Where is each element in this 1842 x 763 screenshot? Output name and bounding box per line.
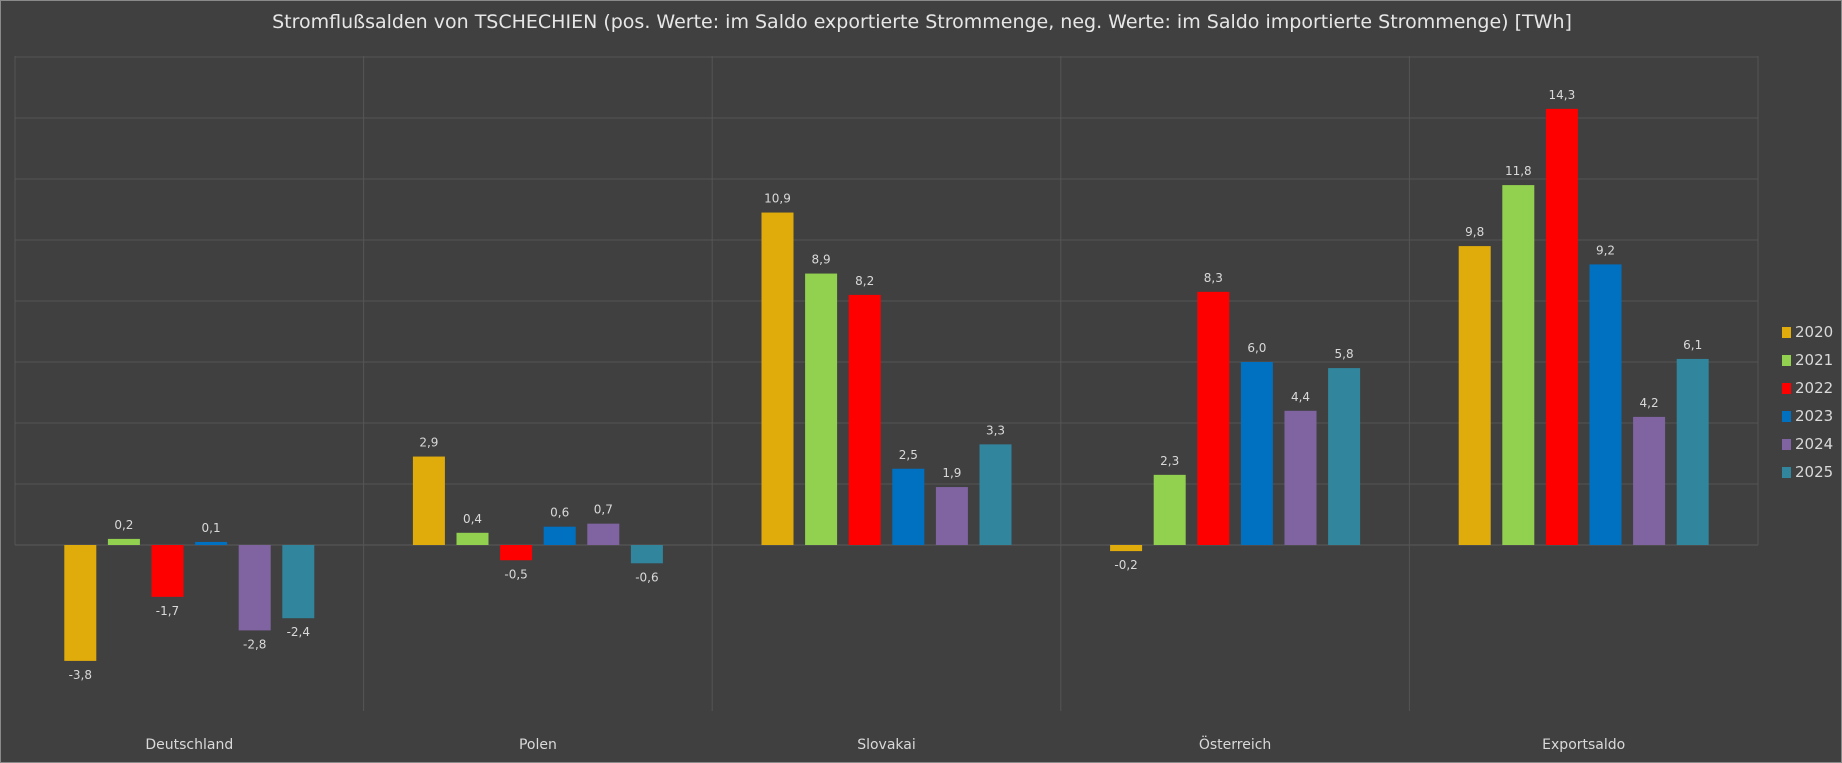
data-label: 2,5 bbox=[899, 448, 918, 462]
bar-polen-2021 bbox=[456, 532, 489, 545]
bar-deutschland-2024 bbox=[238, 545, 271, 631]
legend-label: 2022 bbox=[1795, 379, 1833, 397]
bar-slovakai-2020 bbox=[761, 212, 794, 546]
data-label: 6,0 bbox=[1247, 341, 1266, 355]
bar-deutschland-2022 bbox=[151, 545, 184, 597]
data-label: 0,2 bbox=[114, 518, 133, 532]
data-label: 14,3 bbox=[1549, 88, 1576, 102]
data-label: -0,6 bbox=[635, 570, 658, 584]
legend-swatch-2024 bbox=[1782, 439, 1791, 450]
bar-polen-2024 bbox=[587, 523, 620, 545]
chart-title: Stromflußsalden von TSCHECHIEN (pos. Wer… bbox=[272, 11, 1572, 33]
bar-österreich-2023 bbox=[1240, 362, 1273, 545]
bar-slovakai-2025 bbox=[979, 444, 1012, 545]
bar-exportsaldo-2022 bbox=[1545, 108, 1578, 545]
data-label: 8,3 bbox=[1204, 271, 1223, 285]
legend-label: 2021 bbox=[1795, 351, 1833, 369]
data-label: 3,3 bbox=[986, 423, 1005, 437]
bar-österreich-2024 bbox=[1284, 410, 1317, 545]
data-label: 8,9 bbox=[812, 253, 831, 267]
legend-swatch-2022 bbox=[1782, 383, 1791, 394]
data-label: -0,5 bbox=[504, 567, 527, 581]
bar-exportsaldo-2021 bbox=[1502, 185, 1535, 545]
data-label: 0,7 bbox=[594, 503, 613, 517]
data-label: 4,2 bbox=[1640, 396, 1659, 410]
data-label: -1,7 bbox=[156, 604, 179, 618]
category-label: Slovakai bbox=[857, 737, 916, 753]
category-label: Polen bbox=[519, 737, 557, 753]
data-label: 5,8 bbox=[1335, 347, 1354, 361]
data-label: -0,2 bbox=[1114, 558, 1137, 572]
bar-deutschland-2021 bbox=[107, 538, 140, 545]
bar-österreich-2020 bbox=[1110, 545, 1143, 552]
legend-label: 2025 bbox=[1795, 463, 1833, 481]
data-label: 10,9 bbox=[764, 192, 791, 206]
data-label: 9,2 bbox=[1596, 243, 1615, 257]
bar-exportsaldo-2024 bbox=[1633, 416, 1666, 545]
bar-polen-2022 bbox=[500, 545, 533, 561]
category-label: Österreich bbox=[1199, 735, 1271, 753]
bar-deutschland-2020 bbox=[64, 545, 97, 661]
legend-swatch-2025 bbox=[1782, 467, 1791, 478]
data-label: 2,3 bbox=[1160, 454, 1179, 468]
legend-swatch-2023 bbox=[1782, 411, 1791, 422]
data-label: -3,8 bbox=[69, 668, 92, 682]
legend-swatch-2020 bbox=[1782, 327, 1791, 338]
data-label: -2,4 bbox=[287, 625, 310, 639]
legend-label: 2023 bbox=[1795, 407, 1833, 425]
bar-polen-2023 bbox=[543, 526, 576, 545]
data-label: -2,8 bbox=[243, 637, 266, 651]
data-label: 9,8 bbox=[1465, 225, 1484, 239]
data-label: 1,9 bbox=[942, 466, 961, 480]
data-label: 11,8 bbox=[1505, 164, 1532, 178]
data-label: 4,4 bbox=[1291, 390, 1310, 404]
data-label: 0,4 bbox=[463, 512, 482, 526]
bar-österreich-2021 bbox=[1153, 474, 1186, 545]
bar-slovakai-2023 bbox=[892, 468, 925, 545]
legend-label: 2020 bbox=[1795, 323, 1833, 341]
data-label: 6,1 bbox=[1683, 338, 1702, 352]
bar-slovakai-2024 bbox=[935, 487, 968, 545]
category-label: Exportsaldo bbox=[1542, 737, 1625, 753]
bar-deutschland-2023 bbox=[195, 541, 228, 545]
bar-polen-2025 bbox=[630, 545, 663, 564]
data-label: 2,9 bbox=[419, 436, 438, 450]
data-label: 0,6 bbox=[550, 506, 569, 520]
category-label: Deutschland bbox=[145, 737, 233, 753]
bar-exportsaldo-2025 bbox=[1676, 358, 1709, 545]
bar-österreich-2022 bbox=[1197, 291, 1230, 545]
bar-slovakai-2021 bbox=[805, 273, 838, 545]
legend-swatch-2021 bbox=[1782, 355, 1791, 366]
bar-exportsaldo-2020 bbox=[1458, 246, 1491, 545]
legend-label: 2024 bbox=[1795, 435, 1833, 453]
bar-polen-2020 bbox=[412, 456, 445, 545]
data-label: 0,1 bbox=[202, 521, 221, 535]
data-label: 8,2 bbox=[855, 274, 874, 288]
bar-österreich-2025 bbox=[1328, 368, 1361, 545]
bar-deutschland-2025 bbox=[282, 545, 315, 619]
bar-exportsaldo-2023 bbox=[1589, 264, 1622, 545]
bar-slovakai-2022 bbox=[848, 294, 881, 545]
